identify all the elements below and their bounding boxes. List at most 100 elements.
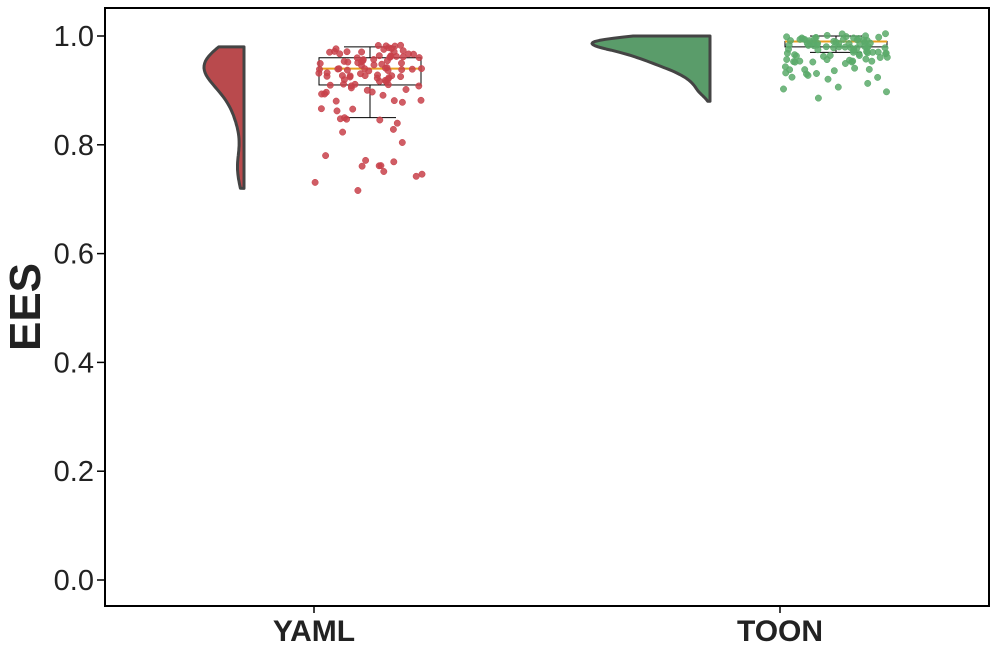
y-tick-label: 0.0 <box>54 565 94 597</box>
plot-frame <box>104 7 990 607</box>
data-point <box>316 60 324 67</box>
y-tick-label: 0.4 <box>54 347 94 379</box>
data-point <box>383 57 391 65</box>
data-point <box>865 65 873 73</box>
data-point <box>863 48 871 56</box>
data-point <box>883 88 890 96</box>
data-point <box>326 81 334 89</box>
data-point <box>814 46 822 54</box>
data-point <box>785 41 793 49</box>
data-point <box>398 139 406 146</box>
data-point <box>788 73 796 81</box>
y-axis: 0.0 0.2 0.4 0.6 0.8 1.0 <box>54 21 105 597</box>
data-point <box>380 168 388 175</box>
data-point <box>397 73 405 81</box>
data-point <box>384 67 392 74</box>
data-point <box>347 84 355 92</box>
points-yaml <box>311 41 426 194</box>
data-point <box>346 73 354 81</box>
data-point <box>782 69 790 77</box>
data-point <box>824 75 832 83</box>
data-point <box>830 67 838 75</box>
data-point <box>822 43 830 51</box>
data-point <box>334 65 342 73</box>
data-point <box>415 54 423 62</box>
data-point <box>804 71 812 79</box>
data-point <box>874 73 882 81</box>
y-tick-label: 0.6 <box>54 239 94 271</box>
data-point <box>374 42 382 49</box>
data-point <box>841 60 849 67</box>
data-point <box>399 53 407 61</box>
data-point <box>875 33 883 41</box>
data-point <box>412 172 420 180</box>
data-point <box>855 52 863 59</box>
data-point <box>321 90 329 98</box>
data-point <box>362 156 370 164</box>
violin-toon <box>590 34 712 103</box>
data-point <box>849 48 857 56</box>
data-point <box>365 67 373 75</box>
data-point <box>340 80 347 88</box>
data-point <box>402 86 410 93</box>
points-toon <box>780 30 891 102</box>
data-point <box>384 81 392 89</box>
data-point <box>876 54 884 61</box>
data-point <box>389 125 397 133</box>
data-point <box>868 57 876 65</box>
data-point <box>339 128 347 136</box>
data-point <box>363 86 371 94</box>
y-tick-label: 1.0 <box>54 21 94 53</box>
data-point <box>810 42 818 50</box>
data-point <box>835 43 843 51</box>
data-point <box>814 94 822 102</box>
data-point <box>376 116 384 124</box>
data-point <box>358 162 366 170</box>
data-point <box>812 33 820 41</box>
data-point <box>834 83 842 91</box>
data-point <box>390 97 398 105</box>
data-point <box>323 69 331 77</box>
data-point <box>344 58 352 66</box>
data-point <box>370 61 378 69</box>
data-point <box>853 36 861 44</box>
data-point <box>377 162 385 170</box>
data-point <box>343 48 351 56</box>
data-point <box>343 66 351 74</box>
data-point <box>883 53 891 61</box>
y-axis-label: EES <box>1 263 50 351</box>
x-axis: YAML TOON <box>273 606 823 648</box>
data-point <box>375 52 383 60</box>
data-point <box>783 49 791 57</box>
data-point <box>823 31 831 39</box>
data-point <box>322 152 330 160</box>
data-point <box>373 74 381 82</box>
data-point <box>780 85 787 93</box>
data-point <box>841 43 849 51</box>
plot-area <box>202 30 891 194</box>
data-point <box>357 70 364 78</box>
data-point <box>341 114 348 122</box>
data-point <box>315 69 323 77</box>
data-point <box>331 47 338 55</box>
y-tick-label: 0.8 <box>54 130 94 162</box>
data-point <box>354 187 362 194</box>
data-point <box>813 70 820 77</box>
data-point <box>398 98 406 106</box>
x-tick-label-yaml: YAML <box>273 615 355 648</box>
y-tick-label: 0.2 <box>54 456 94 488</box>
data-point <box>385 74 393 82</box>
data-point <box>358 48 366 56</box>
data-point <box>882 30 889 38</box>
data-point <box>839 36 847 43</box>
data-point <box>783 56 791 63</box>
data-point <box>791 58 799 66</box>
data-point <box>317 105 325 113</box>
data-point <box>408 65 416 73</box>
data-point <box>838 30 846 38</box>
data-point <box>799 35 807 43</box>
data-point <box>332 97 340 105</box>
data-point <box>823 56 831 64</box>
data-point <box>390 158 398 166</box>
